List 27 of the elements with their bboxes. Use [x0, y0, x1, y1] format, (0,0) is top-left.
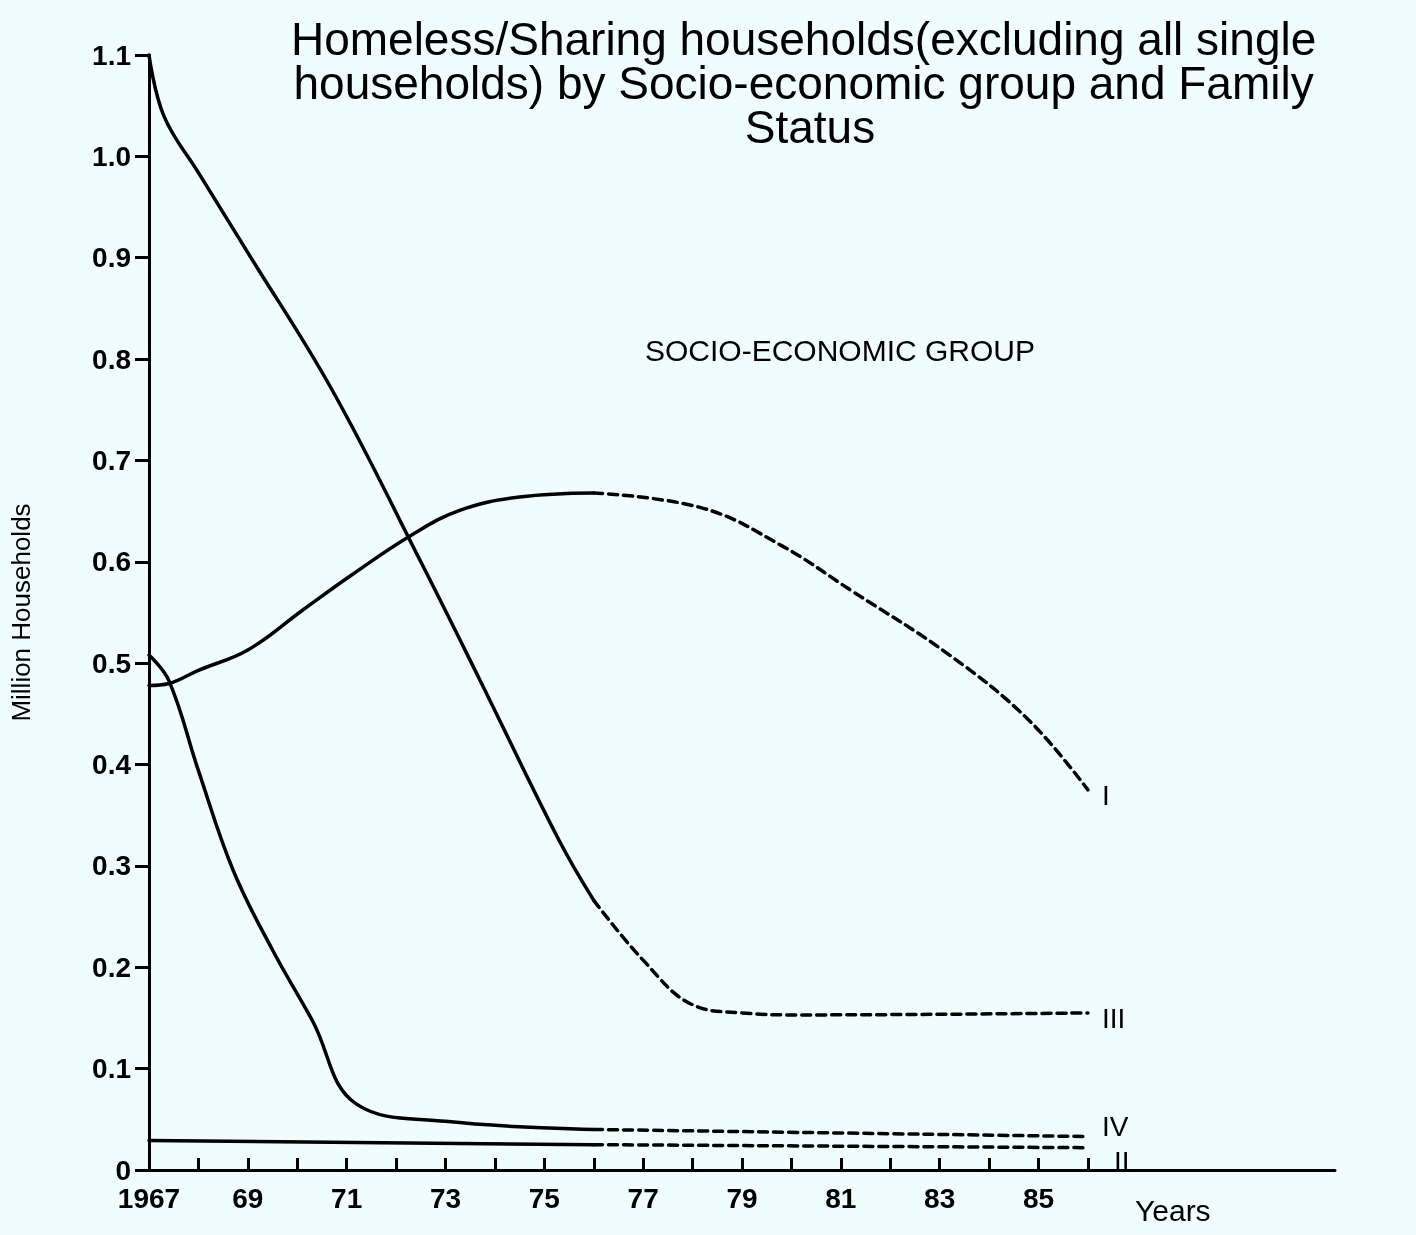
y-tick-label: 0.1 [92, 1053, 131, 1085]
x-tick-label: 79 [726, 1182, 758, 1214]
x-tick-label: 83 [924, 1182, 956, 1214]
chart-title: Homeless/Sharing households(excluding all single households) by Socio-economic group and Family Status [290, 13, 1330, 153]
x-tick-label: 85 [1022, 1182, 1055, 1214]
x-tick-label: 69 [232, 1182, 264, 1214]
y-tick-label: 0.4 [92, 749, 132, 781]
y-tick-label: 0.3 [92, 850, 131, 882]
y-tick-label: 0.2 [92, 951, 131, 983]
y-tick-label: 1.0 [92, 140, 131, 172]
x-tick-label: 73 [429, 1182, 462, 1214]
series-label: I [1101, 780, 1110, 812]
y-tick-label: 0.8 [92, 343, 131, 375]
x-tick-label: 71 [331, 1182, 363, 1214]
y-tick-label: 0.9 [92, 242, 131, 274]
y-tick-label: 0.7 [92, 444, 131, 476]
x-axis-title: Years [1135, 1193, 1211, 1227]
annotation: SOCIO-ECONOMIC GROUP [645, 333, 1036, 367]
series-label: III [1101, 1003, 1126, 1035]
y-tick-label: 1.1 [92, 39, 131, 71]
series-label: IV [1101, 1111, 1129, 1143]
y-tick-label: 0.6 [92, 546, 131, 578]
x-tick-label: 75 [528, 1182, 560, 1214]
x-tick-label: 77 [627, 1182, 659, 1214]
y-axis-title: Million Households [6, 503, 36, 722]
x-tick-label: 81 [825, 1182, 857, 1214]
y-tick-label: 0.5 [92, 647, 131, 679]
